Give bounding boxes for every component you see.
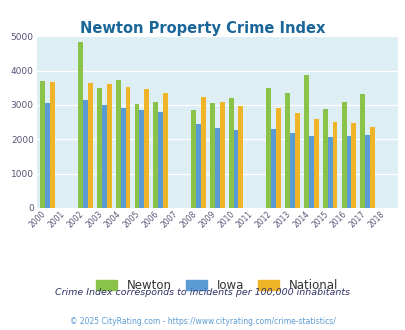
Bar [228, 98, 233, 208]
Bar [275, 108, 280, 208]
Bar [238, 106, 243, 208]
Bar [308, 136, 313, 208]
Bar [327, 137, 332, 208]
Bar [78, 43, 83, 208]
Bar [107, 84, 111, 208]
Bar [83, 100, 88, 208]
Bar [153, 102, 158, 208]
Bar [341, 102, 345, 208]
Bar [369, 127, 374, 208]
Bar [50, 82, 55, 208]
Bar [322, 109, 327, 208]
Bar [120, 108, 125, 208]
Bar [40, 81, 45, 208]
Bar [345, 136, 351, 208]
Bar [351, 123, 356, 208]
Bar [191, 111, 196, 208]
Bar [313, 119, 318, 208]
Bar [360, 94, 364, 208]
Text: Newton Property Crime Index: Newton Property Crime Index [80, 21, 325, 36]
Bar [364, 135, 369, 208]
Bar [134, 104, 139, 208]
Bar [209, 103, 214, 208]
Bar [289, 133, 294, 208]
Bar [139, 111, 144, 208]
Bar [266, 88, 271, 208]
Bar [158, 112, 163, 208]
Bar [88, 83, 93, 208]
Bar [97, 88, 102, 208]
Bar [200, 97, 205, 208]
Bar [284, 93, 289, 208]
Bar [102, 105, 107, 208]
Bar [219, 102, 224, 208]
Bar [294, 113, 299, 208]
Bar [303, 75, 308, 208]
Bar [45, 103, 50, 208]
Text: Crime Index corresponds to incidents per 100,000 inhabitants: Crime Index corresponds to incidents per… [55, 287, 350, 297]
Bar [163, 93, 168, 208]
Bar [214, 128, 219, 208]
Bar [233, 130, 238, 208]
Legend: Newton, Iowa, National: Newton, Iowa, National [92, 276, 341, 296]
Bar [332, 122, 337, 208]
Bar [271, 129, 275, 208]
Text: © 2025 CityRating.com - https://www.cityrating.com/crime-statistics/: © 2025 CityRating.com - https://www.city… [70, 317, 335, 326]
Bar [115, 80, 120, 208]
Bar [144, 89, 149, 208]
Bar [196, 124, 200, 208]
Bar [125, 87, 130, 208]
